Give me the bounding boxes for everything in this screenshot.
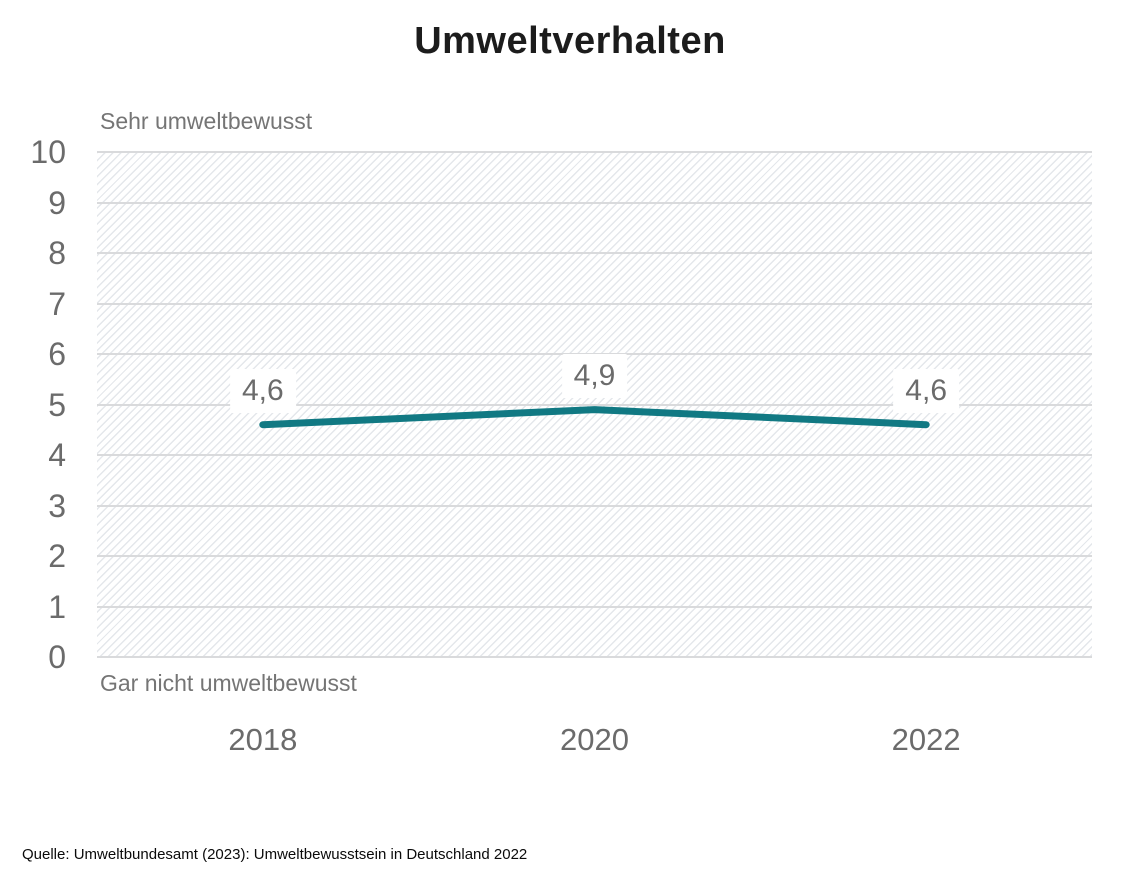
gridline-9 (97, 201, 1092, 204)
value-label-2020: 4,9 (561, 353, 628, 398)
gridline-8 (97, 252, 1092, 254)
y-tick-label-6: 6 (48, 336, 66, 372)
gridline-10 (97, 151, 1092, 153)
gridline-0 (97, 656, 1092, 658)
x-tick-label-2022: 2022 (891, 722, 961, 757)
y-tick-label-10: 10 (30, 134, 66, 170)
chart-title: Umweltverhalten (414, 20, 726, 62)
y-tick-label-3: 3 (48, 487, 66, 524)
y-tick-label-0: 0 (48, 639, 66, 675)
y-tick-label-1: 1 (48, 588, 66, 625)
gridline-1 (97, 605, 1092, 608)
y-tick-label-7: 7 (48, 285, 66, 322)
source-note: Quelle: Umweltbundesamt (2023): Umweltbe… (22, 846, 528, 863)
y-axis-bottom-label: Gar nicht umweltbewusst (100, 670, 357, 696)
gridline-2 (97, 555, 1092, 557)
series-polyline (259, 406, 930, 429)
value-label-2022: 4,6 (893, 368, 960, 413)
x-axis-tick-labels: 2018 2020 2022 (97, 722, 1092, 762)
x-tick-label-2018: 2018 (228, 722, 298, 757)
plot-area: 4,6 4,9 4,6 (97, 151, 1092, 658)
y-tick-label-2: 2 (48, 538, 66, 574)
gridline-5 (97, 403, 1092, 406)
gridline-3 (97, 504, 1092, 507)
line-series (259, 406, 930, 429)
gridline-4 (97, 454, 1092, 456)
y-axis-tick-labels: 0 1 2 3 4 5 6 7 8 9 10 (0, 136, 70, 673)
y-tick-label-4: 4 (48, 437, 66, 473)
gridline-7 (97, 302, 1092, 305)
y-tick-label-5: 5 (48, 386, 66, 423)
value-label-2018: 4,6 (229, 368, 296, 413)
x-tick-label-2020: 2020 (560, 722, 629, 757)
y-tick-label-8: 8 (48, 235, 66, 271)
y-axis-top-label: Sehr umweltbewusst (100, 108, 313, 134)
y-tick-label-9: 9 (48, 184, 66, 221)
